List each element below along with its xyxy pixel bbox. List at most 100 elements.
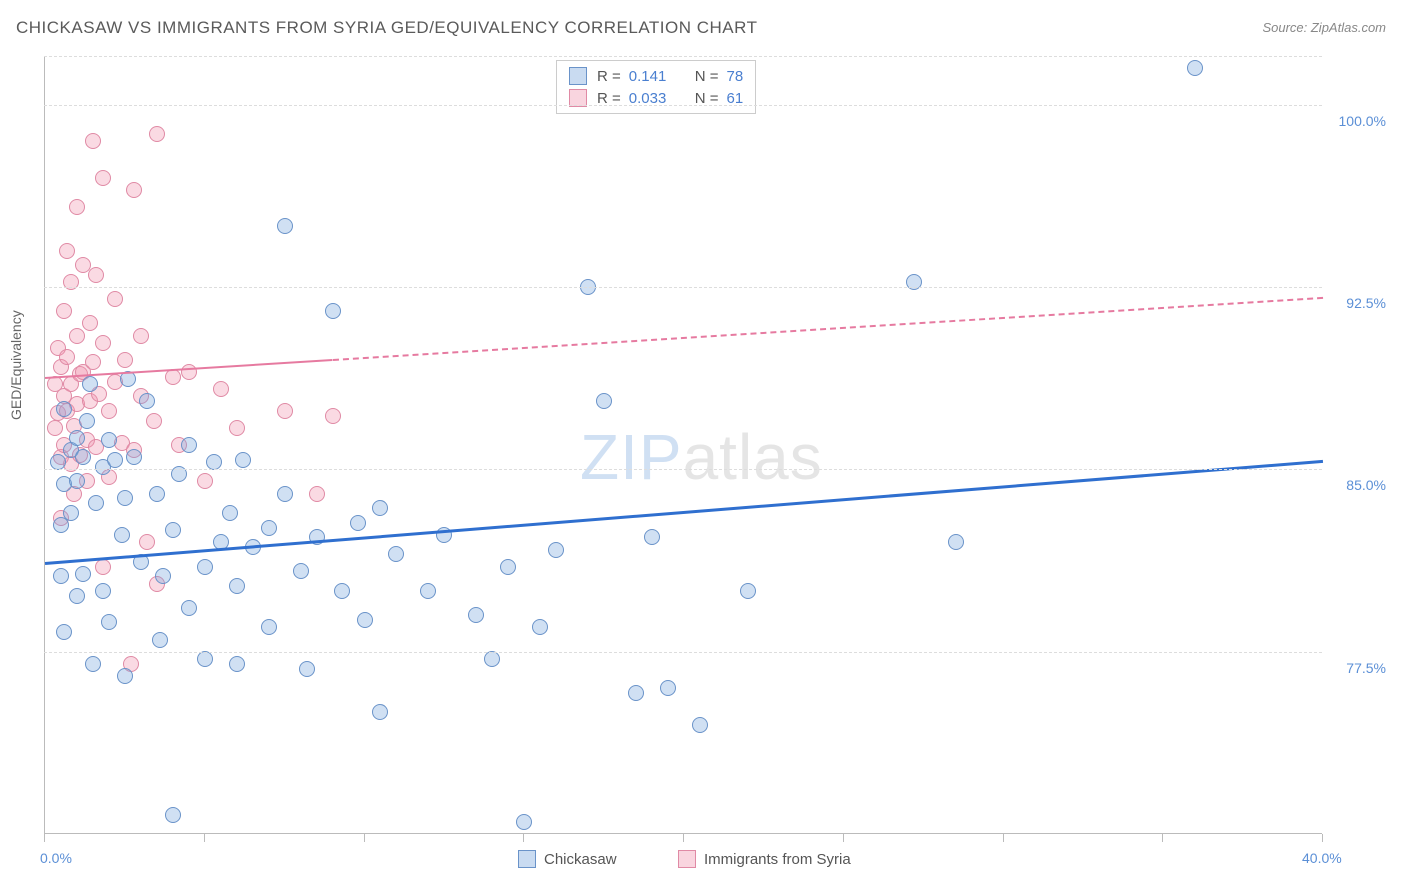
scatter-point (63, 505, 79, 521)
y-tick-label: 92.5% (1346, 295, 1386, 311)
scatter-point (56, 624, 72, 640)
scatter-point (146, 413, 162, 429)
scatter-point (740, 583, 756, 599)
scatter-point (325, 408, 341, 424)
scatter-point (197, 559, 213, 575)
scatter-point (95, 583, 111, 599)
scatter-point (181, 437, 197, 453)
legend-label: Chickasaw (544, 851, 617, 868)
scatter-point (107, 452, 123, 468)
gridline (44, 105, 1322, 106)
x-tick (364, 834, 365, 842)
scatter-point (197, 473, 213, 489)
x-tick (523, 834, 524, 842)
legend-item-chickasaw: Chickasaw (518, 850, 617, 868)
scatter-point (261, 619, 277, 635)
source-attribution: Source: ZipAtlas.com (1262, 20, 1386, 35)
n-value: 78 (727, 68, 744, 85)
scatter-point (420, 583, 436, 599)
scatter-point (85, 133, 101, 149)
scatter-point (69, 430, 85, 446)
x-tick (204, 834, 205, 842)
scatter-point (334, 583, 350, 599)
scatter-point (372, 500, 388, 516)
scatter-point (139, 393, 155, 409)
scatter-point (235, 452, 251, 468)
scatter-point (155, 568, 171, 584)
legend-row-chickasaw: R = 0.141 N = 78 (557, 65, 755, 87)
scatter-point (114, 527, 130, 543)
scatter-point (596, 393, 612, 409)
legend-row-syria: R =0.033N =61 (557, 87, 755, 109)
scatter-point (213, 381, 229, 397)
gridline (44, 56, 1322, 57)
r-value: 0.141 (629, 68, 681, 85)
scatter-point (79, 413, 95, 429)
scatter-point (53, 568, 69, 584)
scatter-point (69, 328, 85, 344)
y-tick-label: 77.5% (1346, 660, 1386, 676)
n-label: N = (695, 68, 719, 85)
scatter-point (229, 578, 245, 594)
scatter-point (181, 600, 197, 616)
scatter-point (372, 704, 388, 720)
scatter-point (107, 291, 123, 307)
scatter-point (95, 559, 111, 575)
scatter-point (126, 182, 142, 198)
scatter-point (948, 534, 964, 550)
x-tick-label: 0.0% (40, 850, 72, 866)
scatter-point (59, 349, 75, 365)
scatter-point (133, 328, 149, 344)
scatter-point (88, 267, 104, 283)
scatter-point (69, 473, 85, 489)
scatter-point (388, 546, 404, 562)
scatter-point (85, 656, 101, 672)
trendline-syria (332, 297, 1323, 361)
chart-title: CHICKASAW VS IMMIGRANTS FROM SYRIA GED/E… (16, 18, 758, 38)
plot-area (44, 56, 1322, 834)
correlation-legend: R = 0.141 N = 78 R =0.033N =61 (556, 60, 756, 114)
scatter-point (181, 364, 197, 380)
scatter-point (149, 126, 165, 142)
scatter-point (165, 807, 181, 823)
scatter-point (516, 814, 532, 830)
scatter-point (229, 420, 245, 436)
scatter-point (222, 505, 238, 521)
scatter-point (126, 449, 142, 465)
scatter-point (75, 566, 91, 582)
scatter-point (277, 218, 293, 234)
x-tick (683, 834, 684, 842)
scatter-point (1187, 60, 1203, 76)
scatter-point (165, 522, 181, 538)
scatter-point (500, 559, 516, 575)
scatter-point (56, 401, 72, 417)
scatter-point (628, 685, 644, 701)
gridline (44, 469, 1322, 470)
scatter-point (532, 619, 548, 635)
legend-label: Immigrants from Syria (704, 851, 851, 868)
r-label: R = (597, 68, 621, 85)
y-axis-label: GED/Equivalency (8, 310, 24, 420)
x-tick (1162, 834, 1163, 842)
scatter-point (85, 354, 101, 370)
scatter-point (692, 717, 708, 733)
legend-swatch (678, 850, 696, 868)
scatter-point (350, 515, 366, 531)
scatter-point (69, 199, 85, 215)
scatter-point (59, 243, 75, 259)
x-tick (1003, 834, 1004, 842)
scatter-point (325, 303, 341, 319)
scatter-point (117, 490, 133, 506)
scatter-point (139, 534, 155, 550)
scatter-point (644, 529, 660, 545)
gridline (44, 287, 1322, 288)
x-tick (44, 834, 45, 842)
legend-swatch (518, 850, 536, 868)
scatter-point (149, 486, 165, 502)
x-tick (1322, 834, 1323, 842)
scatter-point (277, 486, 293, 502)
scatter-point (468, 607, 484, 623)
scatter-point (293, 563, 309, 579)
legend-swatch (569, 67, 587, 85)
scatter-point (548, 542, 564, 558)
